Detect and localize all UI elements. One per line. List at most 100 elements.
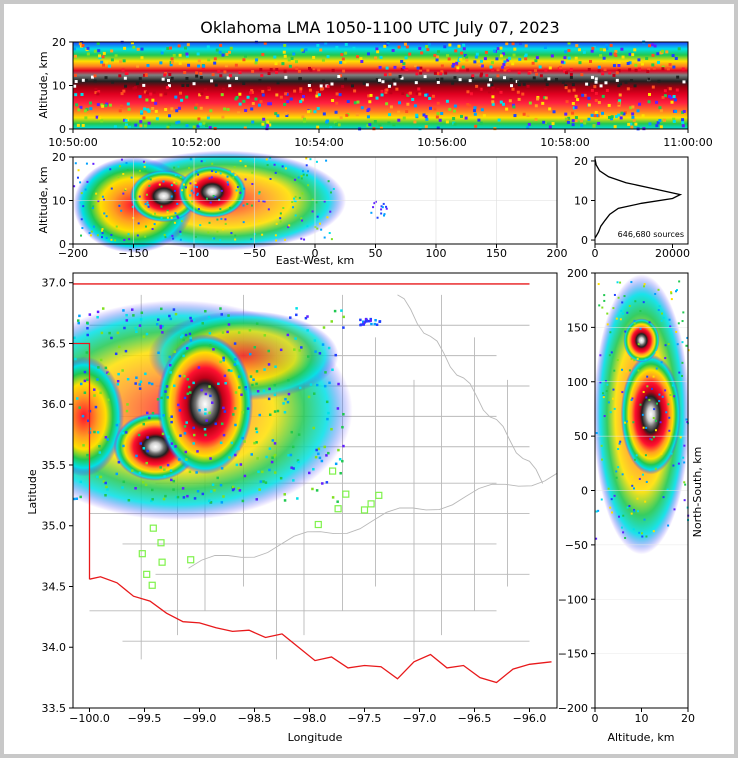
time-source (632, 118, 636, 122)
ew-source (311, 198, 314, 201)
plan-source (173, 384, 176, 388)
plan-source (342, 444, 345, 448)
plan-source (116, 379, 120, 383)
time-source (535, 72, 539, 76)
plan-source (122, 444, 125, 448)
ns-source (681, 374, 684, 377)
ns-source (595, 537, 598, 540)
ns-source (630, 357, 633, 360)
time-source (617, 102, 621, 106)
ew-x-tick-label: −200 (58, 247, 88, 260)
lma-station-marker (148, 581, 156, 589)
time-source (159, 93, 163, 97)
plan-source (309, 383, 313, 386)
time-source (591, 46, 595, 50)
ew-source (196, 193, 199, 196)
time-source (511, 103, 515, 107)
plan-source (125, 409, 129, 413)
time-source (299, 89, 303, 93)
plan-source (289, 316, 292, 319)
time-source (565, 100, 569, 104)
time-source (511, 62, 515, 66)
time-source (312, 55, 316, 59)
time-source (447, 57, 451, 61)
ew-source (170, 216, 173, 219)
time-source (405, 45, 409, 49)
plan-x-tick-label: −97.5 (348, 712, 382, 725)
time-source (275, 70, 279, 74)
plan-source (313, 339, 317, 342)
ns-source (625, 370, 628, 373)
ew-source (317, 213, 320, 216)
time-source (342, 69, 346, 73)
plan-source (197, 366, 201, 369)
time-source (380, 93, 384, 97)
time-source (569, 76, 573, 80)
plan-source (267, 349, 270, 353)
plan-source (270, 460, 274, 464)
ew-source (124, 187, 127, 190)
time-source (341, 85, 345, 89)
plan-source (96, 431, 100, 434)
time-source (647, 100, 651, 104)
time-source (140, 47, 144, 51)
time-source (276, 114, 280, 118)
ns-source (607, 401, 610, 404)
ns-source (639, 327, 642, 330)
time-source (266, 124, 270, 128)
time-source (453, 76, 457, 80)
plan-source (196, 450, 199, 453)
plan-source (132, 314, 135, 317)
plan-source (177, 403, 180, 407)
ns-source (643, 518, 646, 521)
ns-source (652, 375, 655, 378)
plan-source (209, 394, 212, 398)
time-source (385, 88, 389, 92)
time-source (480, 72, 484, 76)
plan-source (374, 318, 377, 322)
ew-source (127, 233, 130, 236)
time-x-tick-label: 10:56:00 (417, 136, 466, 149)
time-source (178, 61, 182, 65)
time-source (335, 45, 339, 49)
plan-source (161, 331, 164, 334)
time-source (326, 85, 330, 89)
ew-source (218, 198, 221, 201)
panel-altitude-north-south: North-South, km Altitude, km −200−150−10… (558, 267, 704, 744)
plan-source (286, 333, 290, 337)
plan-source (220, 313, 223, 316)
time-source (633, 48, 637, 52)
time-source (220, 93, 224, 97)
plan-source (223, 374, 227, 378)
plan-source (170, 420, 173, 424)
time-source (415, 91, 419, 95)
time-source (284, 75, 288, 79)
plan-source (235, 463, 239, 467)
ns-source (665, 411, 668, 414)
ew-source (269, 157, 272, 160)
time-source (397, 110, 401, 114)
ns-source (659, 421, 662, 424)
ns-source (639, 310, 642, 313)
time-source (397, 45, 401, 49)
time-source (268, 102, 272, 106)
ns-source (623, 295, 626, 298)
plan-source (138, 471, 142, 475)
plan-source (204, 412, 207, 415)
ns-y-tick-label: 150 (567, 321, 588, 334)
ew-source (118, 165, 121, 168)
time-source (171, 60, 175, 64)
time-source (645, 56, 649, 60)
ns-source (681, 320, 684, 323)
ew-source (173, 181, 176, 184)
time-source (122, 59, 126, 63)
ns-source (621, 391, 624, 394)
ns-source (679, 436, 682, 439)
time-source (132, 87, 136, 91)
time-source (214, 83, 218, 87)
time-source (267, 102, 271, 106)
ns-ylabel: North-South, km (691, 447, 704, 538)
time-source (615, 78, 619, 82)
time-source (587, 82, 591, 86)
time-source (400, 67, 404, 71)
